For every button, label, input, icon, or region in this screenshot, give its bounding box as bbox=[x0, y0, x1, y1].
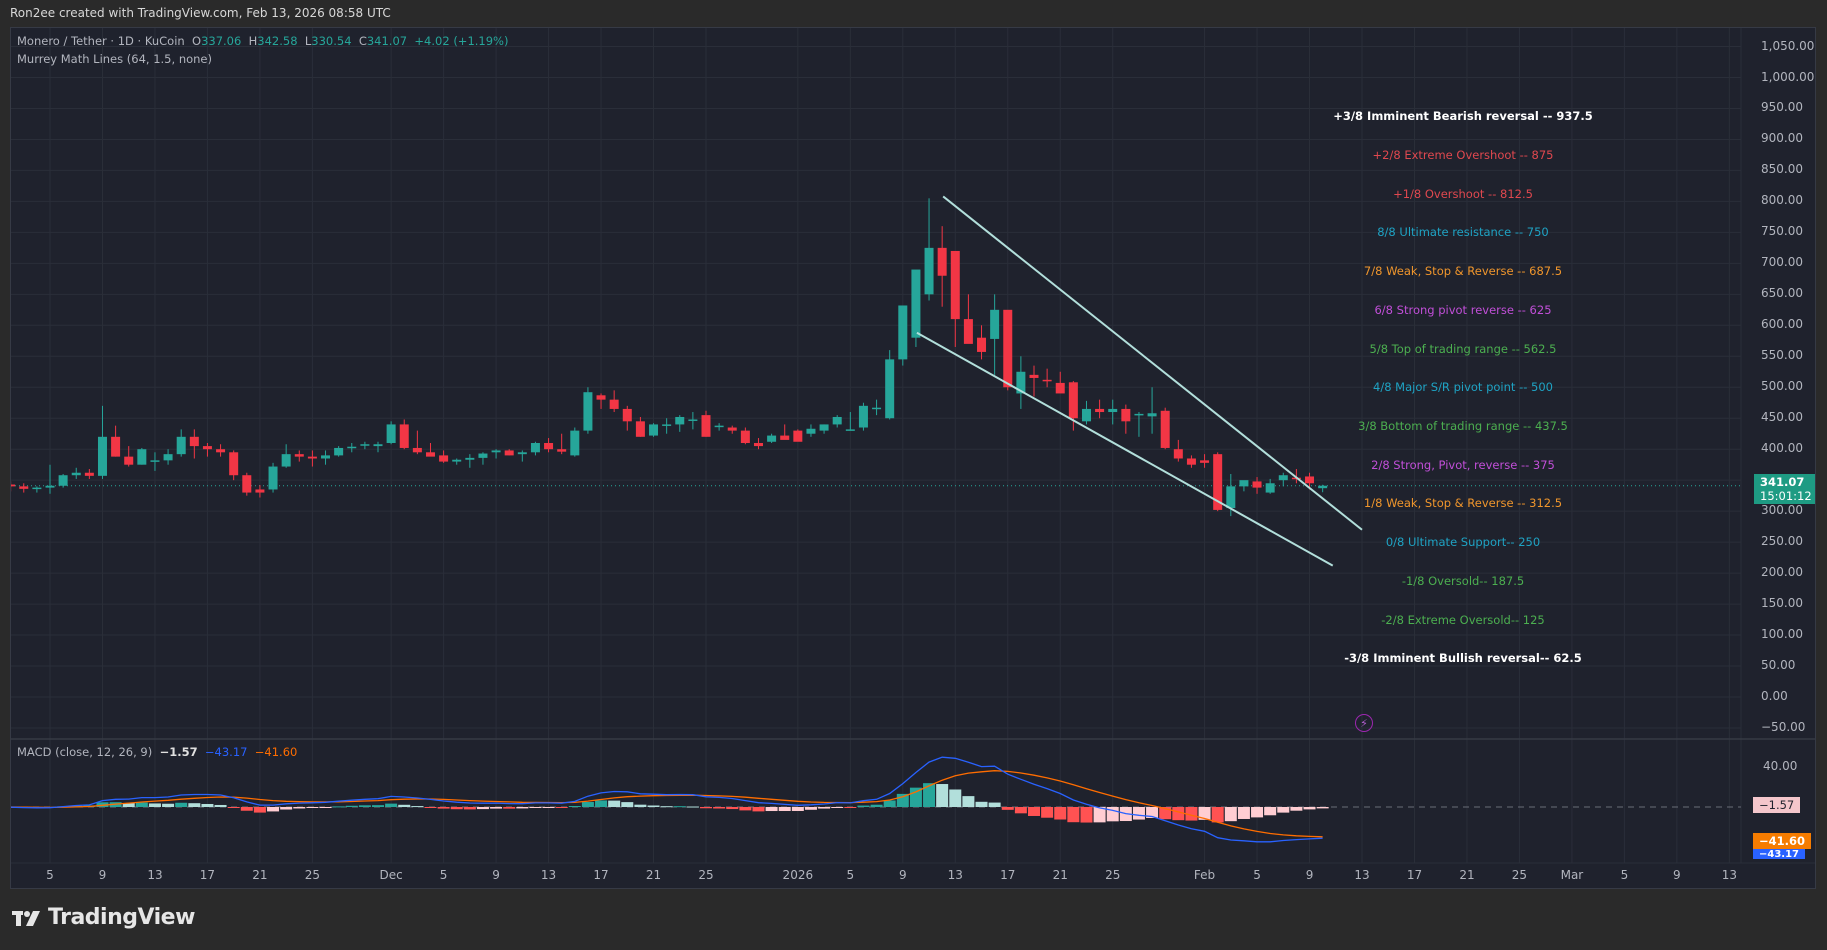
time-tick: 2026 bbox=[782, 868, 814, 882]
time-tick: 5 bbox=[846, 868, 855, 882]
time-tick: 17 bbox=[593, 868, 609, 882]
macd-line-value: −43.17 bbox=[204, 745, 248, 759]
murrey-level-label: 1/8 Weak, Stop & Reverse -- 312.5 bbox=[1363, 496, 1563, 511]
time-tick: 9 bbox=[1673, 868, 1681, 882]
time-tick: 13 bbox=[1721, 868, 1737, 882]
price-tick: 850.00 bbox=[1761, 162, 1803, 177]
time-tick: 9 bbox=[98, 868, 107, 882]
price-tick: 200.00 bbox=[1761, 565, 1803, 580]
low-value: 330.54 bbox=[311, 34, 352, 48]
time-tick: 25 bbox=[304, 868, 321, 882]
price-tick: 700.00 bbox=[1761, 255, 1803, 270]
change-value: +4.02 (+1.19%) bbox=[414, 34, 509, 48]
time-tick: Feb bbox=[1193, 868, 1216, 882]
murrey-level-label: 8/8 Ultimate resistance -- 750 bbox=[1377, 225, 1549, 240]
price-tick: 750.00 bbox=[1761, 224, 1803, 239]
murrey-level-label: 6/8 Strong pivot reverse -- 625 bbox=[1374, 302, 1552, 317]
time-tick: 25 bbox=[1105, 868, 1121, 882]
time-tick: 25 bbox=[698, 868, 714, 882]
murrey-level-label: -2/8 Extreme Oversold-- 125 bbox=[1381, 612, 1545, 627]
macd-signal-tag: −41.60 bbox=[1753, 833, 1812, 849]
time-tick: 17 bbox=[199, 868, 216, 882]
murrey-level-label: 3/8 Bottom of trading range -- 437.5 bbox=[1358, 418, 1568, 433]
bar-countdown: 15:01:12 bbox=[1760, 489, 1812, 503]
low-label: L bbox=[304, 34, 312, 48]
close-value: 341.07 bbox=[366, 34, 408, 48]
price-tick: 300.00 bbox=[1761, 503, 1803, 518]
macd-title: MACD (close, 12, 26, 9) bbox=[17, 745, 153, 759]
time-tick: 13 bbox=[947, 868, 963, 882]
murrey-level-label: 0/8 Ultimate Support-- 250 bbox=[1385, 535, 1541, 550]
murrey-level-label: +1/8 Overshoot -- 812.5 bbox=[1393, 186, 1533, 201]
high-value: 342.58 bbox=[257, 34, 298, 48]
tradingview-logo-icon bbox=[12, 910, 40, 926]
murrey-level-label: 5/8 Top of trading range -- 562.5 bbox=[1369, 341, 1557, 356]
symbol-name: Monero / Tether · 1D · KuCoin bbox=[17, 34, 185, 48]
price-tick: −50.00 bbox=[1761, 719, 1806, 734]
macd-line-tag: −43.17 bbox=[1753, 849, 1806, 859]
macd-legend[interactable]: MACD (close, 12, 26, 9) −1.57 −43.17 −41… bbox=[17, 745, 297, 759]
murrey-level-label: 7/8 Weak, Stop & Reverse -- 687.5 bbox=[1363, 264, 1563, 279]
time-tick: 9 bbox=[492, 868, 500, 882]
price-tick: 450.00 bbox=[1761, 410, 1803, 425]
price-tick: 50.00 bbox=[1761, 658, 1796, 673]
high-label: H bbox=[248, 34, 258, 48]
time-tick: 13 bbox=[540, 868, 557, 882]
price-tick: 100.00 bbox=[1761, 627, 1803, 642]
murrey-level-label: +2/8 Extreme Overshoot -- 875 bbox=[1372, 147, 1554, 162]
lightning-icon[interactable]: ⚡ bbox=[1355, 714, 1373, 732]
time-tick: 17 bbox=[1406, 868, 1423, 882]
chart-frame[interactable]: Monero / Tether · 1D · KuCoin O337.06 H3… bbox=[10, 27, 1816, 889]
time-tick: 9 bbox=[1305, 868, 1314, 882]
time-tick: 5 bbox=[1620, 868, 1629, 882]
price-tick: 950.00 bbox=[1761, 100, 1803, 115]
time-tick: Dec bbox=[379, 868, 403, 882]
macd-signal-value: −41.60 bbox=[254, 745, 298, 759]
time-tick: 5 bbox=[1253, 868, 1261, 882]
price-tick: 900.00 bbox=[1761, 131, 1803, 146]
time-tick: 21 bbox=[1052, 868, 1068, 882]
indicator-legend[interactable]: Murrey Math Lines (64, 1.5, none) bbox=[17, 52, 212, 66]
murrey-level-label: -3/8 Imminent Bullish reversal-- 62.5 bbox=[1344, 651, 1582, 666]
current-price: 341.07 bbox=[1760, 475, 1805, 489]
price-tick: 400.00 bbox=[1761, 441, 1803, 456]
murrey-level-label: 2/8 Strong, Pivot, reverse -- 375 bbox=[1371, 457, 1555, 472]
brand-name: TradingView bbox=[48, 905, 195, 930]
time-tick: 17 bbox=[1000, 868, 1016, 882]
current-price-tag: 341.07 15:01:12 bbox=[1754, 474, 1815, 504]
time-tick: 13 bbox=[1354, 868, 1370, 882]
murrey-level-label: +3/8 Imminent Bearish reversal -- 937.5 bbox=[1333, 109, 1593, 124]
price-tick: 250.00 bbox=[1761, 534, 1803, 549]
macd-hist-tag: −1.57 bbox=[1753, 797, 1801, 813]
time-tick: 5 bbox=[439, 868, 448, 882]
time-tick: 21 bbox=[645, 868, 662, 882]
macd-axis-40: 40.00 bbox=[1763, 759, 1798, 773]
price-tick: 650.00 bbox=[1761, 286, 1803, 301]
price-tick: 150.00 bbox=[1761, 596, 1803, 611]
close-label: C bbox=[358, 34, 367, 48]
price-tick: 600.00 bbox=[1761, 317, 1803, 332]
time-tick: 21 bbox=[1459, 868, 1475, 882]
macd-hist-value: −1.57 bbox=[159, 745, 198, 759]
price-tick: 550.00 bbox=[1761, 348, 1803, 363]
price-tick: 0.00 bbox=[1761, 689, 1788, 703]
time-tick: 25 bbox=[1511, 868, 1528, 882]
price-tick: 800.00 bbox=[1761, 193, 1803, 208]
price-tick: 1,000.00 bbox=[1761, 69, 1815, 84]
tradingview-logo[interactable]: TradingView bbox=[12, 905, 195, 930]
open-value: 337.06 bbox=[201, 34, 242, 48]
time-tick: 9 bbox=[898, 868, 907, 882]
murrey-level-label: -1/8 Oversold-- 187.5 bbox=[1401, 573, 1525, 588]
price-tick: 500.00 bbox=[1761, 379, 1803, 394]
chart-canvas[interactable] bbox=[11, 28, 1816, 889]
time-tick: 5 bbox=[46, 868, 54, 882]
price-tick: 1,050.00 bbox=[1761, 38, 1815, 53]
time-tick: 21 bbox=[252, 868, 268, 882]
murrey-level-label: 4/8 Major S/R pivot point -- 500 bbox=[1373, 380, 1553, 395]
symbol-legend[interactable]: Monero / Tether · 1D · KuCoin O337.06 H3… bbox=[17, 34, 508, 48]
time-tick: Mar bbox=[1560, 868, 1584, 882]
time-tick: 13 bbox=[147, 868, 163, 882]
credit-line: Ron2ee created with TradingView.com, Feb… bbox=[10, 6, 391, 20]
open-label: O bbox=[192, 34, 202, 48]
